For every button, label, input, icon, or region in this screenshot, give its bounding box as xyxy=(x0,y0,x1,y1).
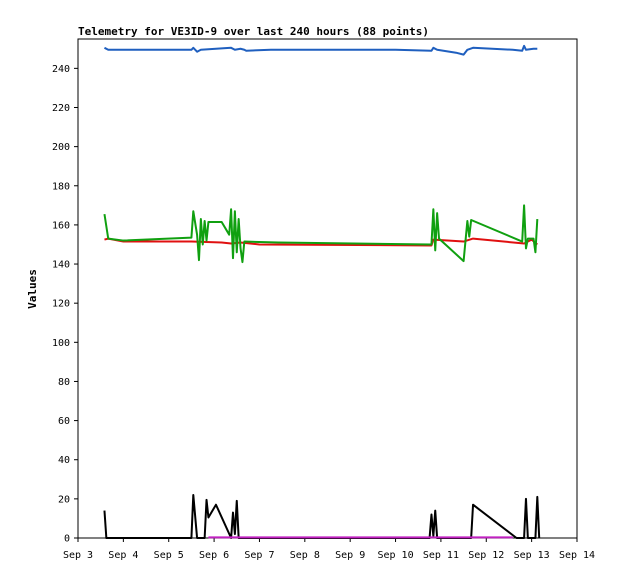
chart-title: Telemetry for VE3ID-9 over last 240 hour… xyxy=(78,25,429,38)
x-tick-label: Sep 12 xyxy=(468,550,504,561)
y-axis-ticks: 0 20 40 60 80 100 120 140 160 180 200 220 240 xyxy=(52,64,78,545)
x-tick-label: Sep 11 xyxy=(423,550,459,561)
x-tick-label: Sep 4 xyxy=(108,550,138,561)
x-tick-label: Sep 13 xyxy=(514,550,550,561)
x-tick-label: Sep 9 xyxy=(335,550,365,561)
y-tick-label: 40 xyxy=(58,455,70,466)
y-tick-label: 80 xyxy=(58,377,70,388)
x-tick-label: Sep 7 xyxy=(244,550,274,561)
y-tick-label: 180 xyxy=(52,181,70,192)
x-axis-ticks: Sep 3 Sep 4 Sep 5 Sep 6 Sep 7 Sep 8 Sep 9 Sep 1… xyxy=(63,538,595,561)
x-tick-label: Sep 14 xyxy=(559,550,595,561)
y-axis-label: Values xyxy=(26,269,39,309)
y-tick-label: 220 xyxy=(52,103,70,114)
series-lines xyxy=(103,44,541,539)
series-line-1 xyxy=(104,44,538,56)
x-tick-label: Sep 10 xyxy=(377,550,413,561)
x-tick-label: Sep 8 xyxy=(290,550,320,561)
series-line-3 xyxy=(103,204,539,264)
x-tick-label: Sep 5 xyxy=(154,550,184,561)
y-tick-label: 0 xyxy=(64,534,70,545)
y-tick-label: 140 xyxy=(52,260,70,271)
x-tick-label: Sep 3 xyxy=(63,550,93,561)
plot-frame xyxy=(77,38,578,539)
y-tick-label: 200 xyxy=(52,142,70,153)
series-line-2 xyxy=(104,237,538,247)
y-tick-label: 120 xyxy=(52,299,70,310)
y-tick-label: 100 xyxy=(52,338,70,349)
y-tick-label: 60 xyxy=(58,416,70,427)
y-tick-label: 240 xyxy=(52,64,70,75)
y-tick-label: 160 xyxy=(52,220,70,231)
x-tick-label: Sep 6 xyxy=(199,550,229,561)
y-tick-label: 20 xyxy=(58,494,70,505)
